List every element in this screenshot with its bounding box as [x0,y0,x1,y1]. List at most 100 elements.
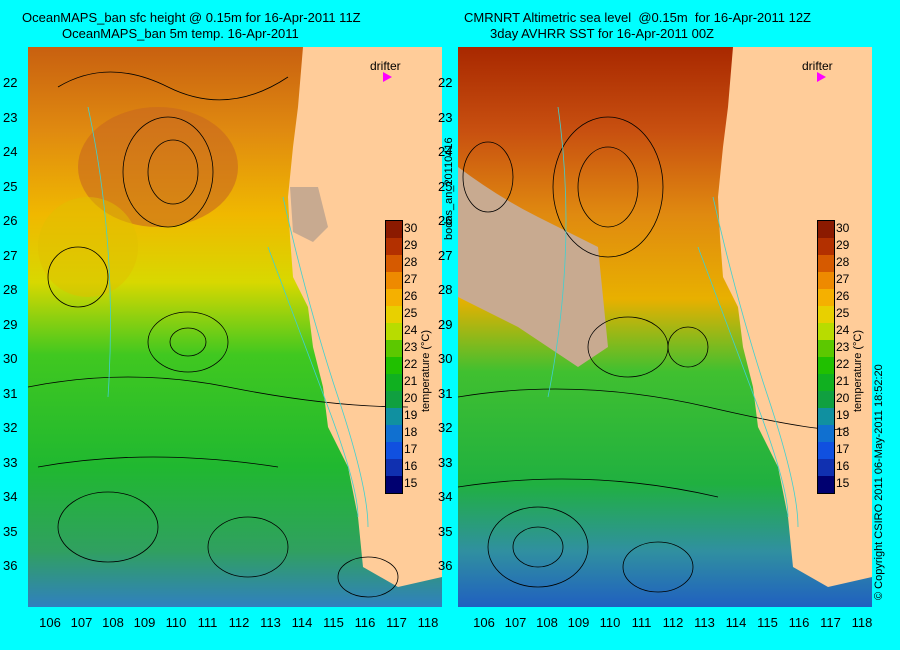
colorbar-title-right: temperature (°C) [852,329,864,412]
lat-label: 27 [438,247,453,263]
colorbar-label: 30 [404,221,418,235]
colorbar-segment [386,221,402,238]
lat-label: 35 [438,523,453,539]
lon-label: 114 [725,615,747,630]
colorbar-segment [386,340,402,357]
lon-label: 118 [417,615,439,630]
left-map-panel [28,47,442,607]
colorbar-label: 19 [836,408,850,422]
lon-label: 106 [473,615,495,630]
colorbar-segment [818,221,834,238]
lat-label: 27 [3,247,18,263]
lat-label: 28 [438,282,453,297]
lat-label: 33 [3,454,18,470]
colorbar-label: 21 [404,374,418,388]
lon-label: 115 [323,615,344,630]
colorbar-label: 18 [836,425,850,439]
lon-label: 108 [536,615,558,630]
lat-label: 35 [3,523,18,539]
colorbar-segment [818,323,834,340]
colorbar-segment [818,357,834,374]
colorbar-segment [386,238,402,255]
lon-label: 112 [662,615,684,630]
lat-label: 32 [438,420,453,435]
lat-label: 30 [438,351,453,366]
colorbar-label: 24 [836,323,850,337]
lat-label: 23 [3,109,18,125]
right-title-line1: CMRNRT Altimetric sea level @0.15m for 1… [464,10,811,25]
lon-label: 117 [386,615,407,630]
colorbar-segment [386,408,402,425]
drifter-marker-left [383,72,392,82]
colorbar-segment [386,306,402,323]
colorbar-segment [818,374,834,391]
colorbar-segment [818,238,834,255]
drifter-label-right: drifter [802,59,833,73]
colorbar-title-left: temperature (°C) [420,329,432,412]
colorbar-segment [818,459,834,476]
lat-label: 22 [3,75,18,90]
lon-label: 116 [354,615,376,630]
colorbar-label: 17 [836,442,850,456]
colorbar-label: 17 [404,442,418,456]
colorbar-segment [386,272,402,289]
lon-label: 108 [102,615,124,630]
colorbar-segment [818,272,834,289]
colorbar-label: 19 [404,408,418,422]
lat-label: 32 [3,420,18,435]
colorbar-segment [818,476,834,493]
colorbar-segment [386,357,402,374]
lon-label: 109 [133,615,156,630]
colorbar-segment [818,306,834,323]
lat-label: 24 [3,144,18,159]
colorbar-label: 28 [404,255,418,269]
colorbar-label: 15 [836,476,850,490]
right-map-svg [458,47,872,607]
left-title-line1: OceanMAPS_ban sfc height @ 0.15m for 16-… [22,10,361,25]
lat-label: 23 [438,109,453,125]
colorbar-segment [818,255,834,272]
lon-label: 110 [599,615,621,630]
left-title-line2: OceanMAPS_ban 5m temp. 16-Apr-2011 [62,26,299,41]
lat-label: 34 [3,489,18,504]
lon-label: 115 [757,615,778,630]
colorbar-label: 29 [836,238,850,252]
colorbar-label: 28 [836,255,850,269]
lon-label: 107 [70,615,93,630]
drifter-marker-right [817,72,826,82]
lon-label: 113 [694,615,715,630]
lon-label: 114 [291,615,313,630]
land-left [288,47,442,587]
colorbar-label: 27 [404,272,418,286]
lat-label: 28 [3,282,18,297]
colorbar-label: 20 [836,391,850,405]
colorbar-segment [386,323,402,340]
colorbar-segment [818,391,834,408]
colorbar-segment [386,391,402,408]
copyright-text: © Copyright CSIRO 2011 06-May-2011 18:52… [873,364,885,600]
lat-label: 25 [438,178,453,194]
lon-label: 113 [260,615,281,630]
lon-label: 107 [504,615,527,630]
colorbar-segment [818,442,834,459]
lat-label: 31 [3,385,18,401]
colorbar-label: 25 [404,306,418,320]
colorbar-segment [386,442,402,459]
colorbar-segment [386,255,402,272]
colorbar-label: 24 [404,323,418,337]
colorbar-label: 27 [836,272,850,286]
colorbar-label: 20 [404,391,418,405]
lat-label: 31 [438,385,453,401]
lon-label: 117 [820,615,841,630]
colorbar-left [385,220,403,494]
lat-label: 24 [438,144,453,159]
colorbar-segment [386,374,402,391]
lon-label: 111 [197,615,218,630]
analysis-tag: bodas_an_20110416 [443,137,455,240]
colorbar-label: 21 [836,374,850,388]
colorbar-label: 29 [404,238,418,252]
colorbar-label: 26 [836,289,850,303]
lat-label: 36 [438,558,453,573]
colorbar-label: 23 [836,340,850,354]
lat-label: 36 [3,558,18,573]
